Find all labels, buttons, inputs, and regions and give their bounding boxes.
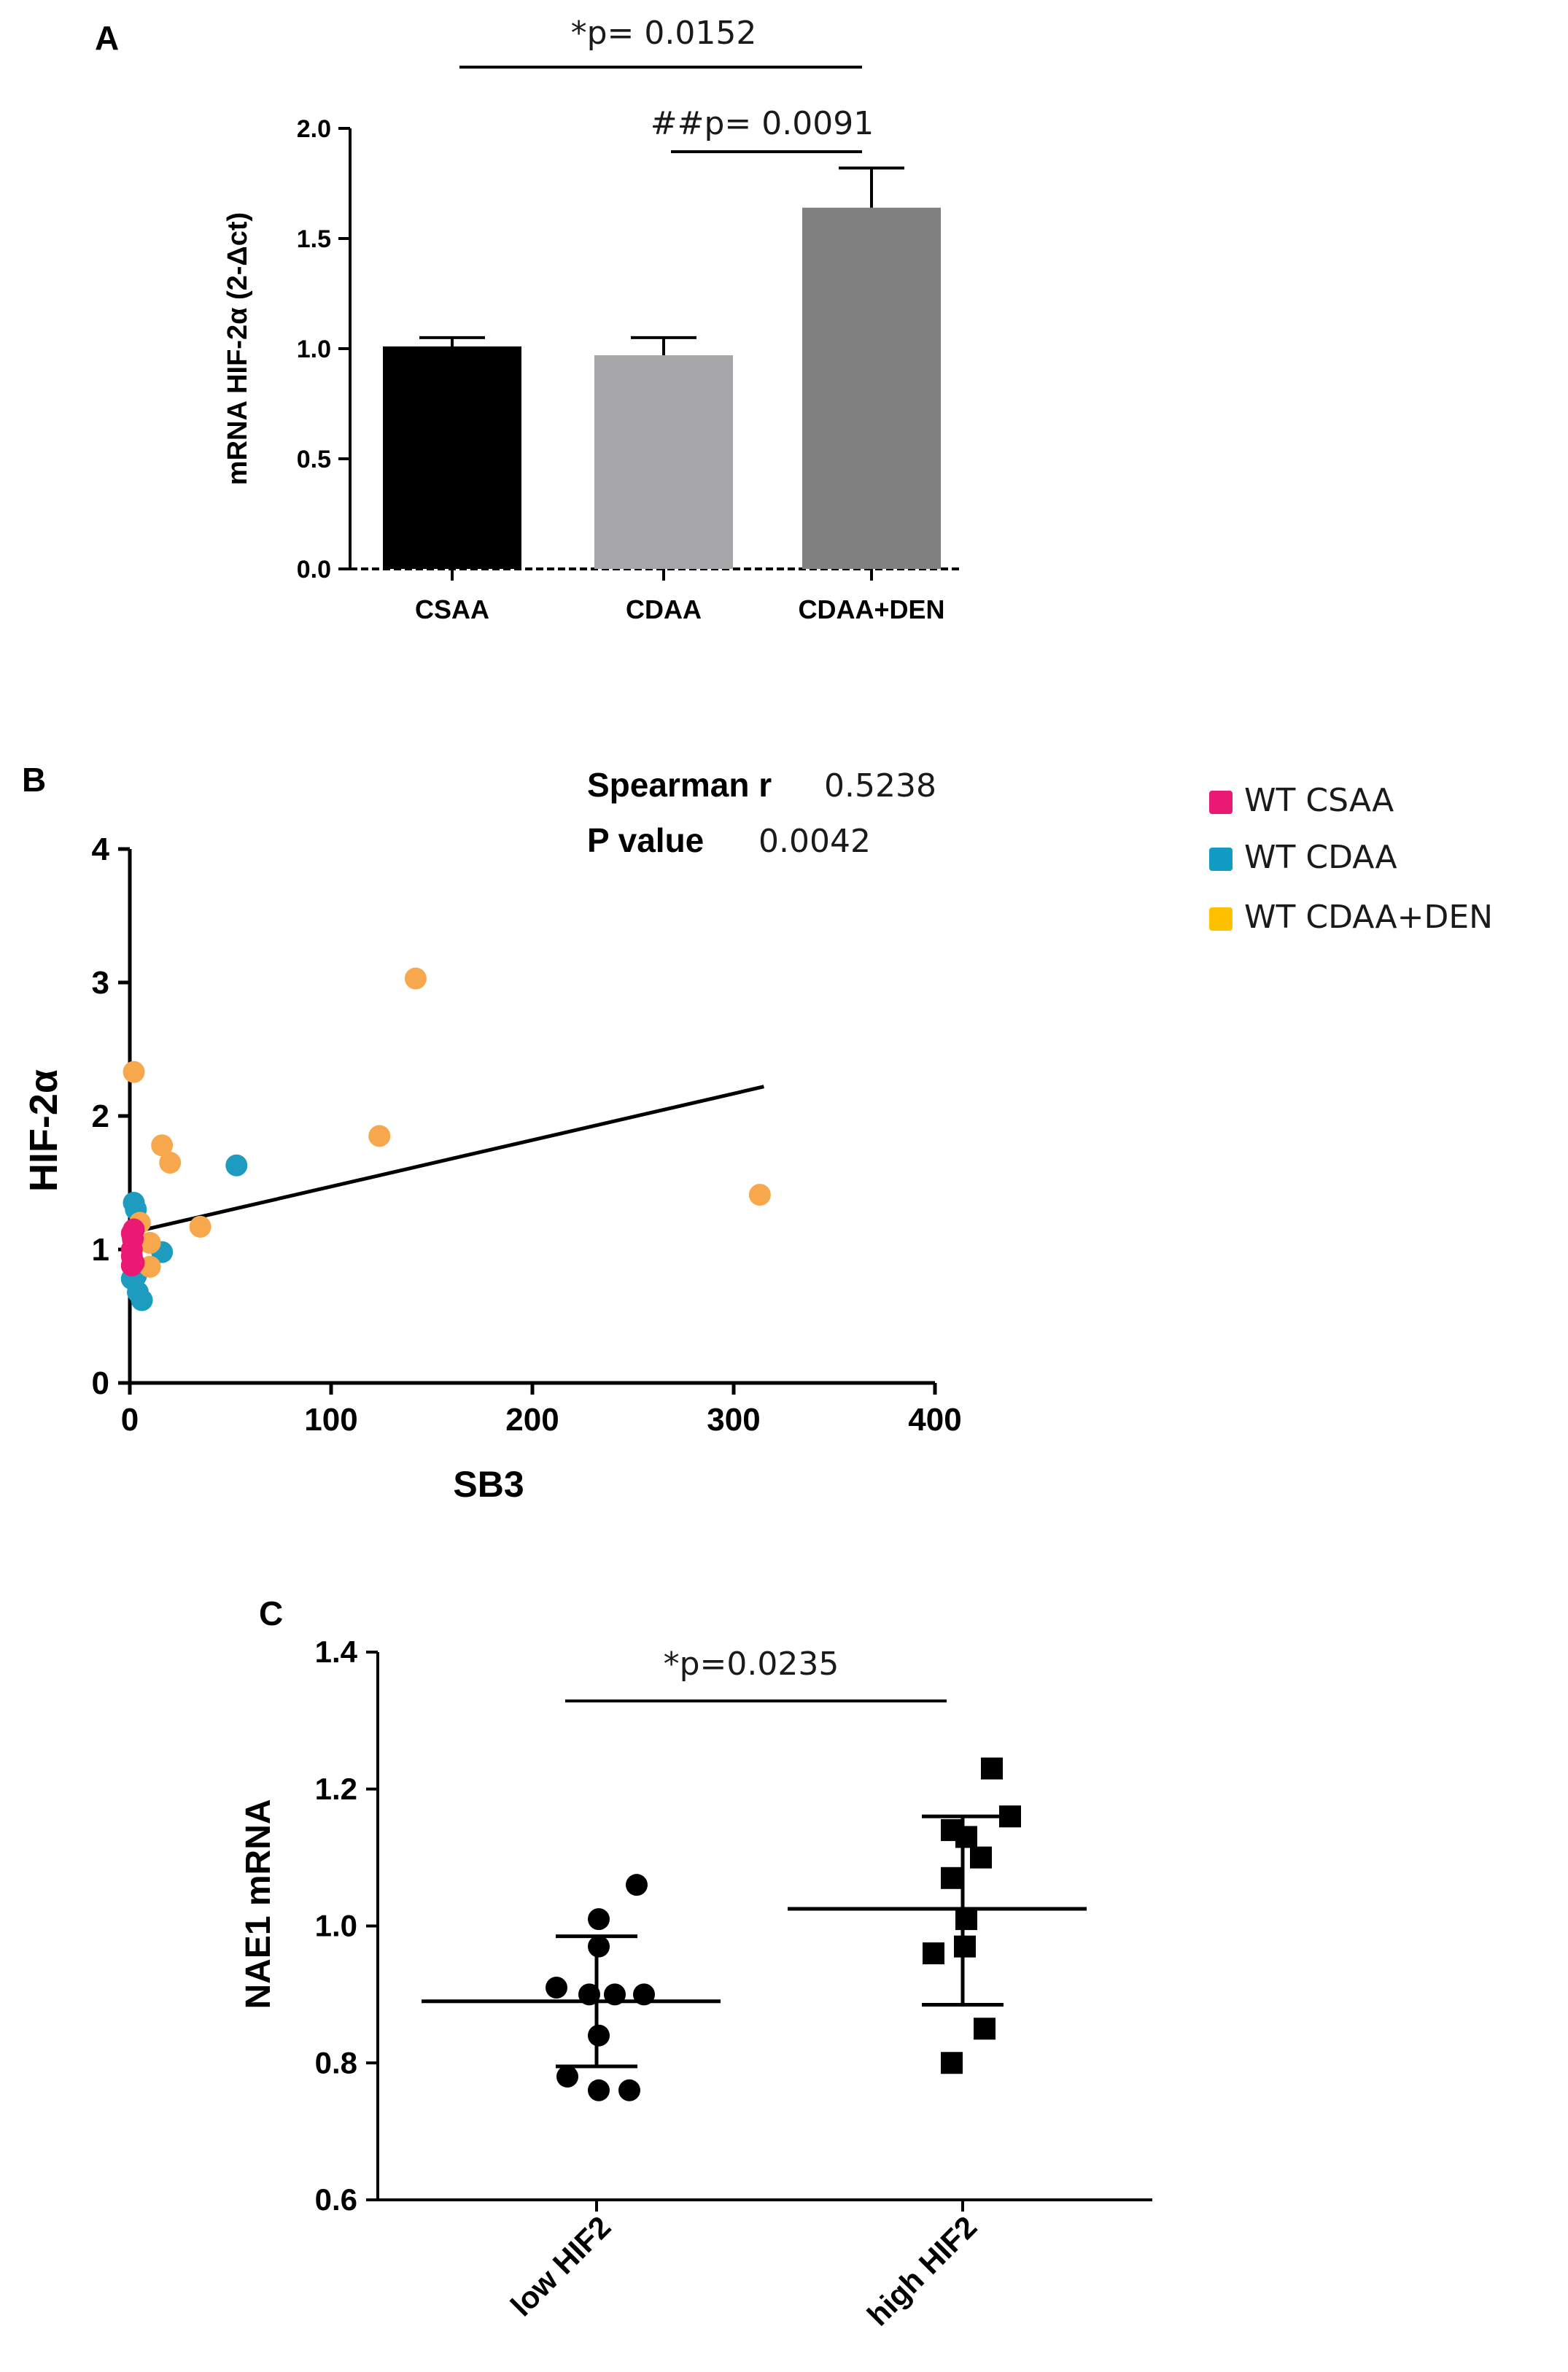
- panel-a-letter: A: [95, 19, 119, 57]
- c-y-tick-label: 1.2: [315, 1772, 357, 1806]
- c-point-low-hif2: [588, 1908, 610, 1931]
- c-point-high-hif2: [955, 1908, 977, 1931]
- b-legend-label: WT CDAA: [1244, 839, 1397, 876]
- c-point-high-hif2: [923, 1942, 944, 1965]
- b-legend-swatch: [1209, 791, 1233, 814]
- a-x-tick-label: CSAA: [415, 594, 489, 624]
- b-point-wt-cdaa-den: [139, 1231, 161, 1254]
- a-y-tick-label: 2.0: [297, 115, 331, 143]
- b-y-tick-label: 0: [92, 1365, 109, 1401]
- b-point-wt-cdaa-den: [368, 1125, 391, 1147]
- b-x-tick-label: 100: [304, 1402, 357, 1438]
- a-y-tick-label: 1.0: [297, 336, 331, 363]
- b-point-wt-cdaa-den: [748, 1183, 771, 1206]
- spearman-label: Spearman r: [587, 766, 772, 804]
- panel-c-letter: C: [259, 1594, 283, 1632]
- panel-b-letter: B: [22, 761, 46, 799]
- b-y-axis-title: HIF-2α: [22, 1069, 66, 1192]
- c-point-high-hif2: [974, 2018, 995, 2040]
- b-legend-label: WT CDAA+DEN: [1244, 899, 1493, 936]
- b-point-wt-cdaa: [225, 1154, 248, 1177]
- b-point-wt-csaa: [120, 1254, 143, 1276]
- a-bar: [383, 346, 521, 569]
- a-y-tick-label: 0.5: [297, 446, 331, 473]
- a-bar: [802, 207, 941, 569]
- c-point-low-hif2: [556, 2066, 578, 2088]
- b-point-wt-cdaa: [131, 1289, 153, 1311]
- b-legend-swatch: [1209, 907, 1233, 931]
- c-point-low-hif2: [588, 2079, 610, 2101]
- a-sig-label-2: ##p= 0.0091: [651, 105, 874, 142]
- panel-b-legend: WT CSAA WT CDAA WT CDAA+DEN: [1209, 782, 1493, 936]
- panel-b-scatter-chart: B 0 1 2 3 4 0 100 200 300 400 SB3 HIF-2α Spearman r…: [22, 761, 1493, 1505]
- b-point-wt-cdaa-den: [404, 967, 427, 990]
- a-x-tick-label: CDAA: [626, 594, 702, 624]
- b-x-axis-title: SB3: [453, 1464, 524, 1505]
- b-legend-swatch: [1209, 848, 1233, 871]
- b-y-tick-label: 4: [92, 832, 110, 867]
- b-x-tick-label: 200: [505, 1402, 559, 1438]
- c-point-high-hif2: [970, 1846, 992, 1869]
- c-point-low-hif2: [588, 1935, 610, 1958]
- b-y-tick-label: 1: [92, 1232, 109, 1268]
- b-point-wt-cdaa-den: [159, 1152, 182, 1174]
- a-bar: [594, 355, 733, 569]
- b-x-tick-label: 400: [908, 1402, 961, 1438]
- c-point-high-hif2: [954, 1935, 976, 1958]
- a-y-axis-title: mRNA HIF-2α (2-Δct): [222, 212, 253, 485]
- c-y-tick-label: 0.8: [315, 2045, 357, 2080]
- c-point-low-hif2: [626, 1874, 648, 1896]
- panel-a-bar-chart: A 0.0 0.5 1.0 1.5 2.0 mRNA HIF-2α (2-Δct) CSAA…: [95, 15, 963, 624]
- c-x-tick-label: high HIF2: [861, 2209, 984, 2333]
- c-point-high-hif2: [955, 1826, 977, 1848]
- c-point-low-hif2: [588, 2024, 610, 2047]
- a-y-tick-label: 0.0: [297, 556, 331, 584]
- b-regression-line: [133, 1085, 764, 1234]
- b-legend-label: WT CSAA: [1244, 782, 1394, 819]
- panel-a-axes: 0.0 0.5 1.0 1.5 2.0 mRNA HIF-2α (2-Δct) CSAA CD…: [222, 115, 963, 624]
- b-y-tick-label: 3: [92, 965, 109, 1001]
- p-value-label: P value: [587, 821, 704, 859]
- c-sig-label: *p=0.0235: [664, 1646, 839, 1683]
- panel-c-significance: *p=0.0235: [565, 1646, 947, 1702]
- c-point-high-hif2: [941, 1867, 963, 1889]
- a-y-tick-label: 1.5: [297, 225, 331, 253]
- b-point-wt-cdaa-den: [189, 1215, 211, 1238]
- c-y-tick-label: 1.4: [315, 1635, 358, 1669]
- b-point-wt-cdaa-den: [123, 1061, 145, 1083]
- panel-b-points: [120, 967, 771, 1311]
- a-x-tick-label: CDAA+DEN: [798, 594, 944, 624]
- p-value-value: 0.0042: [758, 823, 871, 860]
- b-x-tick-label: 300: [707, 1402, 760, 1438]
- c-point-high-hif2: [981, 1757, 1003, 1780]
- c-point-low-hif2: [546, 1976, 567, 1999]
- c-y-tick-label: 0.6: [315, 2182, 357, 2217]
- spearman-value: 0.5238: [824, 767, 936, 805]
- panel-c-axes: 0.6 0.8 1.0 1.2 1.4 NAE1 mRNA low HIF2 high HIF…: [239, 1635, 1152, 2333]
- c-x-tick-label: low HIF2: [504, 2209, 617, 2322]
- c-y-axis-title: NAE1 mRNA: [239, 1799, 278, 2009]
- c-y-tick-label: 1.0: [315, 1909, 357, 1943]
- b-y-tick-label: 2: [92, 1098, 109, 1134]
- panel-c-dot-plot: C 0.6 0.8 1.0 1.2 1.4 NAE1 mRNA low HIF2 high H…: [239, 1594, 1152, 2333]
- c-point-high-hif2: [941, 2052, 963, 2074]
- panel-b-stats: Spearman r 0.5238 P value 0.0042: [587, 766, 936, 860]
- panel-a-bars: [383, 166, 941, 569]
- c-point-low-hif2: [618, 2079, 640, 2101]
- a-sig-label-1: *p= 0.0152: [571, 15, 757, 52]
- panel-a-significance: *p= 0.0152 ##p= 0.0091: [459, 15, 874, 153]
- b-point-wt-cdaa-den: [151, 1134, 174, 1157]
- panel-c-points: [422, 1757, 1087, 2101]
- b-x-tick-label: 0: [121, 1402, 139, 1438]
- b-point-wt-csaa: [123, 1218, 145, 1241]
